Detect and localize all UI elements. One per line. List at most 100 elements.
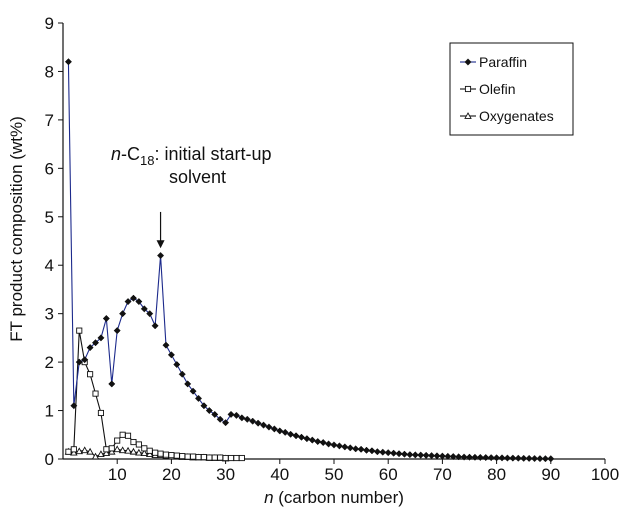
data-point-paraffin (433, 452, 441, 460)
data-point-olefin (92, 390, 99, 397)
data-point-paraffin (173, 360, 181, 369)
data-point-paraffin (482, 453, 490, 462)
legend-label: Paraffin (479, 54, 527, 70)
legend-marker (464, 112, 472, 119)
data-point-paraffin (70, 402, 78, 410)
data-point-paraffin (292, 432, 300, 440)
data-point-paraffin (493, 454, 501, 462)
data-point-oxygenates (140, 449, 149, 457)
data-point-paraffin (303, 435, 311, 443)
x-tick-label: 80 (487, 465, 506, 484)
data-point-olefin (70, 446, 77, 453)
data-point-olefin (108, 445, 115, 452)
data-point-paraffin (75, 358, 83, 366)
data-point-paraffin (341, 443, 349, 451)
annotation-line1: n-C18: initial start-up (111, 144, 272, 168)
data-point-paraffin (379, 448, 387, 456)
data-point-paraffin (135, 298, 143, 306)
data-point-paraffin (146, 310, 154, 318)
data-point-paraffin (97, 334, 105, 342)
data-point-paraffin (541, 455, 549, 463)
data-point-paraffin (465, 453, 474, 461)
data-point-paraffin (536, 455, 544, 463)
data-point-oxygenates (86, 447, 94, 455)
annotation-line2: solvent (169, 167, 226, 187)
data-point-paraffin (417, 451, 425, 459)
x-tick-label: 90 (541, 465, 560, 484)
data-point-paraffin (281, 428, 289, 436)
data-point-paraffin (373, 448, 381, 456)
data-point-paraffin (113, 327, 121, 335)
x-tick-label: 60 (379, 465, 398, 484)
data-point-paraffin (81, 356, 89, 364)
data-point-oxygenates (91, 452, 100, 460)
data-point-paraffin (276, 427, 284, 435)
data-point-paraffin (162, 341, 170, 349)
data-point-oxygenates (97, 450, 105, 458)
data-point-paraffin (547, 455, 555, 463)
data-point-olefin (211, 454, 218, 461)
annotation: n-C18: initial start-up solvent (111, 144, 272, 249)
data-point-paraffin (249, 417, 257, 425)
data-point-paraffin (205, 407, 213, 415)
y-tick-label: 4 (45, 256, 54, 275)
data-point-paraffin (184, 380, 192, 388)
data-point-paraffin (314, 438, 322, 446)
data-point-paraffin (243, 415, 251, 423)
x-tick-label: 20 (162, 465, 181, 484)
data-point-paraffin (167, 351, 175, 359)
data-point-paraffin (411, 451, 419, 459)
legend-marker (464, 85, 472, 93)
data-point-paraffin (455, 453, 463, 461)
y-tick-label: 6 (45, 159, 54, 178)
data-point-oxygenates (70, 448, 78, 456)
data-point-paraffin (503, 454, 511, 462)
data-point-olefin (190, 453, 197, 460)
data-point-olefin (135, 441, 142, 448)
data-point-olefin (103, 446, 110, 453)
data-point-olefin (157, 450, 164, 457)
data-point-olefin (114, 437, 121, 444)
x-axis-label: n (carbon number) (264, 488, 404, 507)
data-point-paraffin (449, 453, 457, 461)
data-point-oxygenates (80, 446, 89, 454)
x-tick-label: 30 (216, 465, 235, 484)
data-point-olefin (97, 409, 104, 417)
data-point-paraffin (346, 444, 354, 452)
data-point-paraffin (330, 441, 338, 449)
y-tick-label: 5 (45, 208, 54, 227)
series-paraffin (64, 58, 555, 463)
data-point-paraffin (108, 380, 116, 388)
data-point-olefin (76, 327, 83, 334)
data-point-olefin (227, 454, 235, 462)
data-point-paraffin (325, 440, 333, 448)
y-tick-label: 9 (45, 14, 54, 33)
data-point-paraffin (422, 451, 430, 459)
data-point-paraffin (471, 453, 479, 461)
data-point-oxygenates (108, 447, 116, 455)
data-point-paraffin (476, 453, 484, 461)
data-point-paraffin (368, 447, 376, 455)
data-point-paraffin (438, 452, 446, 460)
data-point-paraffin (86, 344, 94, 352)
data-point-paraffin (406, 451, 414, 459)
legend-item-paraffin: Paraffin (460, 54, 527, 70)
data-point-paraffin (444, 452, 452, 460)
y-tick-label: 3 (45, 305, 54, 324)
data-point-paraffin (151, 322, 159, 330)
data-point-olefin (87, 371, 94, 378)
data-point-olefin (206, 454, 213, 461)
data-point-oxygenates (145, 450, 154, 458)
data-point-paraffin (102, 314, 110, 323)
data-point-paraffin (157, 251, 165, 260)
data-point-olefin (162, 451, 170, 458)
data-point-paraffin (352, 445, 360, 453)
data-point-paraffin (319, 438, 327, 447)
data-point-paraffin (400, 450, 409, 458)
data-point-paraffin (297, 433, 306, 441)
data-point-paraffin (395, 450, 403, 458)
data-point-paraffin (265, 423, 273, 431)
data-point-olefin (168, 452, 175, 459)
data-point-oxygenates (113, 445, 121, 453)
data-point-paraffin (384, 449, 392, 457)
